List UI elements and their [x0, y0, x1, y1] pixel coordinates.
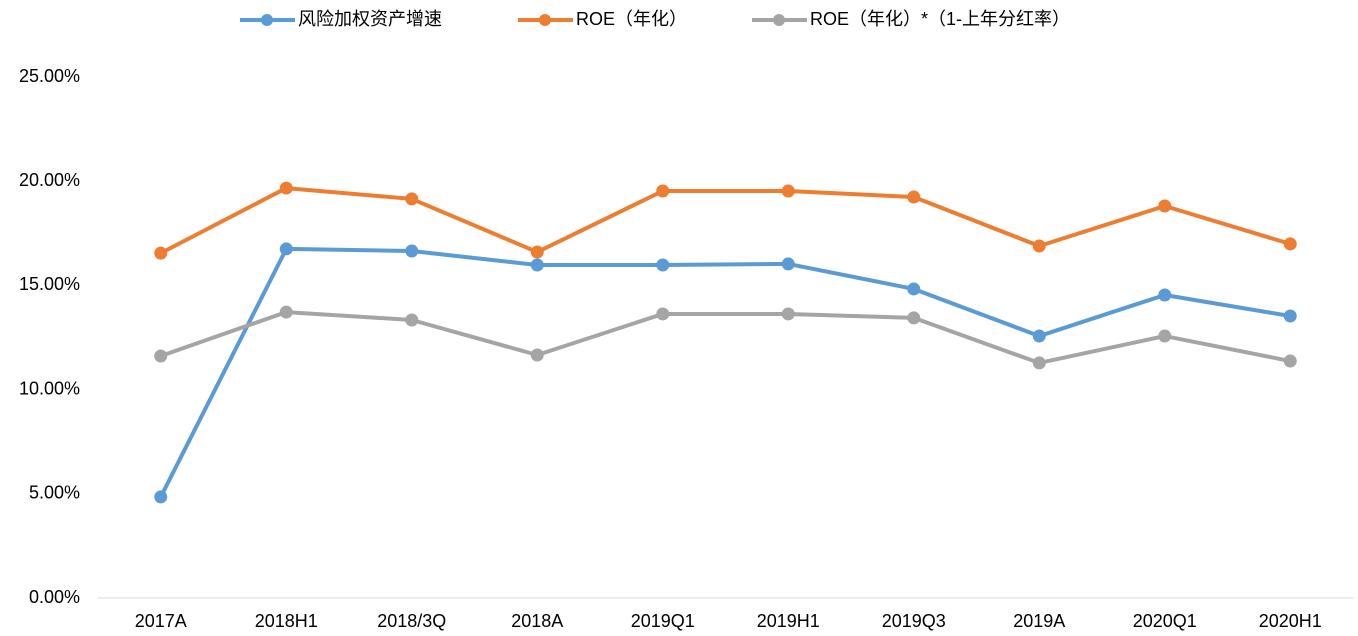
data-point: [1032, 329, 1046, 343]
x-tick-label: 2019Q3: [882, 611, 946, 631]
x-tick-label: 2019H1: [757, 611, 820, 631]
legend-marker: [539, 14, 551, 26]
data-point: [781, 257, 795, 271]
legend-marker: [261, 14, 273, 26]
data-point: [530, 258, 544, 272]
data-point: [1283, 354, 1297, 368]
y-tick-label: 0.00%: [29, 587, 80, 607]
data-point: [781, 184, 795, 198]
data-point: [656, 184, 670, 198]
data-point: [279, 305, 293, 319]
series-line: [159, 186, 1291, 255]
data-point: [530, 245, 544, 259]
series-line: [158, 246, 1291, 498]
legend-marker: [773, 14, 785, 26]
data-point: [656, 258, 670, 272]
legend-label: ROE（年化）: [576, 9, 687, 29]
x-tick-label: 2019Q1: [631, 611, 695, 631]
x-tick-label: 2018H1: [255, 611, 318, 631]
y-tick-label: 10.00%: [19, 378, 80, 398]
data-point: [279, 181, 293, 195]
data-point: [781, 307, 795, 321]
data-point: [279, 242, 293, 256]
data-point: [405, 192, 419, 206]
data-point: [1158, 288, 1172, 302]
data-point: [154, 490, 168, 504]
y-tick-label: 25.00%: [19, 66, 80, 86]
data-point: [405, 244, 419, 258]
data-point: [1158, 329, 1172, 343]
y-tick-label: 5.00%: [29, 483, 80, 503]
data-point: [656, 307, 670, 321]
data-point: [405, 313, 419, 327]
data-point: [907, 282, 921, 296]
x-tick-label: 2018A: [511, 611, 563, 631]
y-tick-label: 20.00%: [19, 170, 80, 190]
x-tick-label: 2020H1: [1259, 611, 1322, 631]
data-point: [1032, 239, 1046, 253]
data-point: [1283, 237, 1297, 251]
legend-label: 风险加权资产增速: [298, 9, 442, 29]
data-point: [530, 348, 544, 362]
data-point: [1158, 199, 1172, 213]
x-tick-label: 2017A: [135, 611, 187, 631]
data-point: [907, 190, 921, 204]
data-point: [907, 311, 921, 325]
x-tick-label: 2020Q1: [1133, 611, 1197, 631]
data-point: [154, 349, 168, 363]
y-tick-label: 15.00%: [19, 274, 80, 294]
x-tick-label: 2019A: [1013, 611, 1065, 631]
series-line: [160, 310, 1291, 365]
data-point: [154, 246, 168, 260]
legend-label: ROE（年化）*（1-上年分红率）: [810, 9, 1070, 29]
data-point: [1032, 356, 1046, 370]
x-tick-label: 2018/3Q: [377, 611, 446, 631]
data-point: [1283, 309, 1297, 323]
